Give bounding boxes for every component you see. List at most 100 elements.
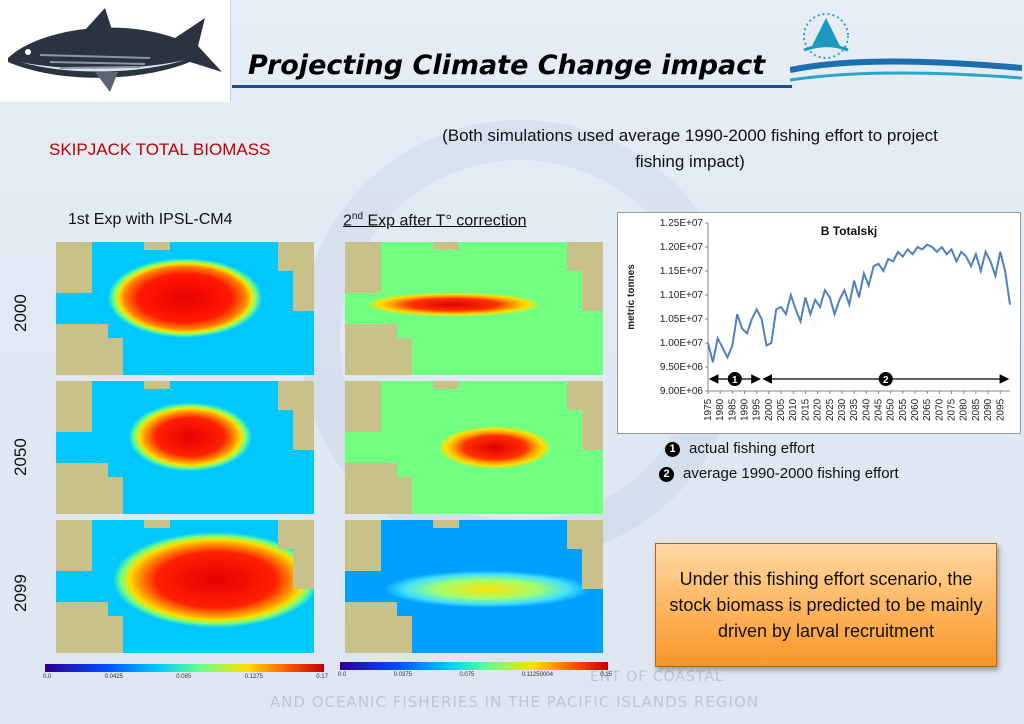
land-mass [582,549,603,590]
x-tick-label: 2035 [849,398,860,421]
land-mass [293,549,314,590]
map-exp1-2000 [56,242,314,375]
simulation-note: (Both simulations used average 1990-2000… [442,126,938,171]
y-tick-label: 1.05E+07 [660,314,704,325]
land-mass [432,381,459,389]
legend-item-2: 2 average 1990-2000 fishing effort [659,465,899,482]
y-tick-label: 1.10E+07 [660,290,704,301]
legend-item-2-text: average 1990-2000 fishing effort [683,465,899,482]
x-tick-label: 2010 [788,398,799,421]
land-mass [92,615,124,653]
page-title: Projecting Climate Change impact [248,50,766,81]
phase-badge-2 [878,372,893,386]
colorbar-tick: 0.0 [338,672,347,678]
colorbar-exp1 [45,664,324,672]
land-mass [345,242,382,293]
y-tick-label: 1.25E+07 [660,218,704,229]
land-mass [432,520,459,528]
legend-item-1: 1 actual fishing effort [665,440,815,457]
land-mass [56,242,93,293]
x-tick-label: 2070 [934,398,945,421]
x-tick-label: 2085 [971,398,982,421]
title-underline [232,85,792,88]
land-mass [277,242,314,272]
land-mass [582,410,603,451]
colorbar-exp1-ticks: 0.0 0.0425 0.085 0.1275 0.17 [43,674,328,680]
land-mass [143,242,170,250]
conclusion-callout: Under this fishing effort scenario, the … [655,543,997,667]
experiment-1-label: 1st Exp with IPSL-CM4 [68,211,233,228]
legend-item-1-text: actual fishing effort [689,440,815,457]
land-mass [582,271,603,312]
y-tick-label: 1.15E+07 [660,266,704,277]
colorbar-tick: 0.0425 [104,674,123,680]
x-tick-label: 2030 [837,398,848,421]
x-tick-label: 2005 [776,398,787,421]
organization-logo [789,4,1023,94]
y-tick-label: 1.00E+07 [660,338,704,349]
year-label-2000: 2000 [11,294,30,332]
experiment-2-label: 2nd Exp after T° correction [343,211,527,230]
y-tick-label: 9.50E+06 [660,362,704,373]
y-axis-label: metric tonnes [626,264,637,330]
map-exp2-2099 [345,520,603,653]
colorbar-tick: 0.17 [316,674,328,680]
watermark-line-2: AND OCEANIC FISHERIES IN THE PACIFIC ISL… [270,693,759,711]
land-mass [293,271,314,312]
x-tick-label: 2025 [825,398,836,421]
x-tick-label: 1980 [715,398,726,421]
colorbar-tick: 0.0375 [393,672,413,678]
x-tick-label: 2090 [983,398,994,421]
map-exp2-2000 [345,242,603,375]
x-tick-label: 2065 [922,398,933,421]
land-mass [432,242,459,250]
colorbar-tick: 0.1275 [244,674,263,680]
biomass-chart: 9.00E+06 9.50E+06 1.00E+07 1.05E+07 1.10E+07… [617,212,1021,434]
land-mass [143,520,170,528]
number-1-icon: 1 [665,442,680,457]
land-mass [381,337,413,375]
colorbar-tick: 0.0 [43,674,52,680]
land-mass [345,381,382,432]
colorbar-tick: 0.075 [459,672,475,678]
biomass-series-line [707,243,1011,363]
x-tick-label: 1985 [727,398,738,421]
biomass-chart-svg: 9.00E+06 9.50E+06 1.00E+07 1.05E+07 1.10E+07… [626,218,1011,421]
y-tick-label: 1.20E+07 [660,242,704,253]
x-tick-label: 2020 [813,398,824,421]
tuna-illustration [0,0,231,102]
phase-label-2: 2 [883,375,889,386]
colorbar-exp2-ticks: 0.0 0.0375 0.075 0.11250004 0.15 [338,672,612,678]
map-exp2-2050 [345,381,603,514]
x-tick-label: 2080 [959,398,970,421]
land-mass [277,520,314,550]
colorbar-exp2 [340,662,608,670]
colorbar-tick: 0.11250004 [521,672,553,678]
number-2-icon: 2 [659,467,674,482]
land-mass [92,476,124,514]
year-label-2050: 2050 [11,438,30,476]
land-mass [566,520,603,550]
land-mass [566,381,603,411]
land-mass [293,410,314,451]
x-tick-label: 2060 [910,398,921,421]
x-tick-label: 1995 [752,398,763,421]
land-mass [381,476,413,514]
land-mass [566,242,603,272]
land-mass [92,337,124,375]
x-tick-label: 2050 [886,398,897,421]
x-tick-label: 2055 [898,398,909,421]
x-tick-label: 2040 [861,398,872,421]
land-mass [56,520,93,571]
year-label-2099: 2099 [11,574,30,612]
x-tick-label: 2045 [873,398,884,421]
phase-label-1: 1 [732,375,738,386]
y-tick-label: 9.00E+06 [660,386,704,397]
x-tick-label: 1975 [703,398,714,421]
colorbar-tick: 0.15 [600,672,612,678]
x-tick-label: 2015 [800,398,811,421]
map-exp1-2099 [56,520,314,653]
chart-title: B Totalskj [821,224,877,238]
land-mass [345,520,382,571]
phase-badge-1 [727,372,742,386]
